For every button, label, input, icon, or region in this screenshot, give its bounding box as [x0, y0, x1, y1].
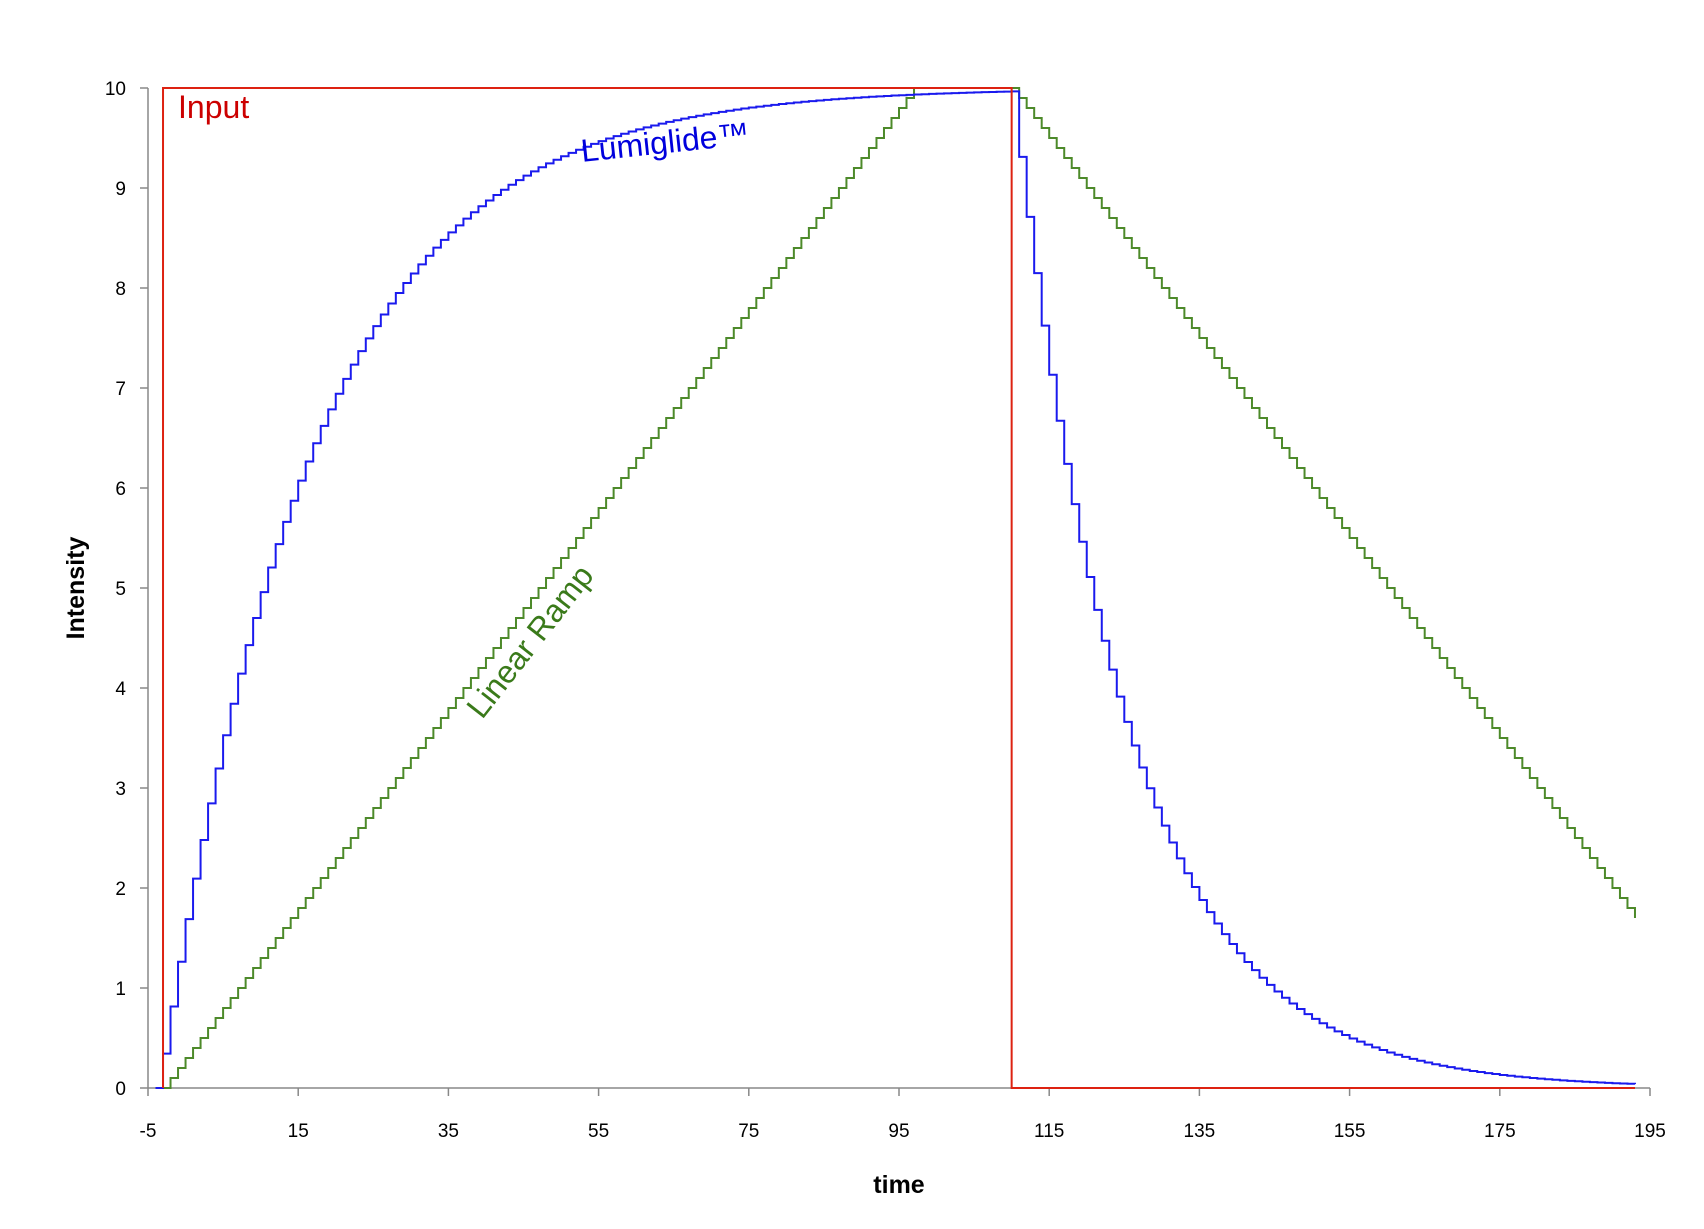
y-tick-label: 3 — [115, 779, 126, 800]
y-tick-label: 2 — [115, 879, 126, 900]
x-tick-label: 55 — [588, 1121, 609, 1142]
x-tick-label: 95 — [888, 1121, 909, 1142]
x-tick-label: 35 — [438, 1121, 459, 1142]
x-tick-label: 175 — [1484, 1121, 1516, 1142]
y-tick-label: 8 — [115, 279, 126, 300]
x-axis-title: time — [873, 1171, 925, 1199]
series-linear-line — [155, 87, 1636, 1089]
y-tick-label: 0 — [115, 1079, 126, 1100]
x-tick-label: 135 — [1184, 1121, 1216, 1142]
x-tick-label: 15 — [288, 1121, 309, 1142]
annotation-layer: Input Lumiglide™ Linear Ramp — [178, 89, 751, 724]
annotation-lumiglide: Lumiglide™ — [579, 115, 751, 168]
series-input-line — [162, 87, 1635, 1089]
y-tick-label: 9 — [115, 179, 126, 200]
axes: 0 1 2 3 4 5 6 7 8 9 10 -5 15 35 55 75 95 115 135 155 175 195 — [105, 79, 1666, 1142]
series-layer — [155, 87, 1636, 1089]
x-tick-label: -5 — [140, 1121, 157, 1142]
y-tick-label: 6 — [115, 479, 126, 500]
y-tick-label: 1 — [115, 979, 126, 1000]
x-tick-label: 195 — [1634, 1121, 1666, 1142]
y-tick-label: 4 — [115, 679, 126, 700]
series-lumiglide-line — [155, 90, 1636, 1089]
annotation-linear: Linear Ramp — [459, 558, 600, 725]
y-axis-title: Intensity — [62, 537, 90, 640]
x-tick-label: 155 — [1334, 1121, 1366, 1142]
x-tick-label: 75 — [738, 1121, 759, 1142]
x-tick-label: 115 — [1034, 1121, 1064, 1142]
annotation-input: Input — [178, 89, 249, 125]
y-tick-label: 10 — [105, 79, 126, 100]
y-tick-label: 7 — [115, 379, 126, 400]
y-tick-label: 5 — [115, 579, 126, 600]
